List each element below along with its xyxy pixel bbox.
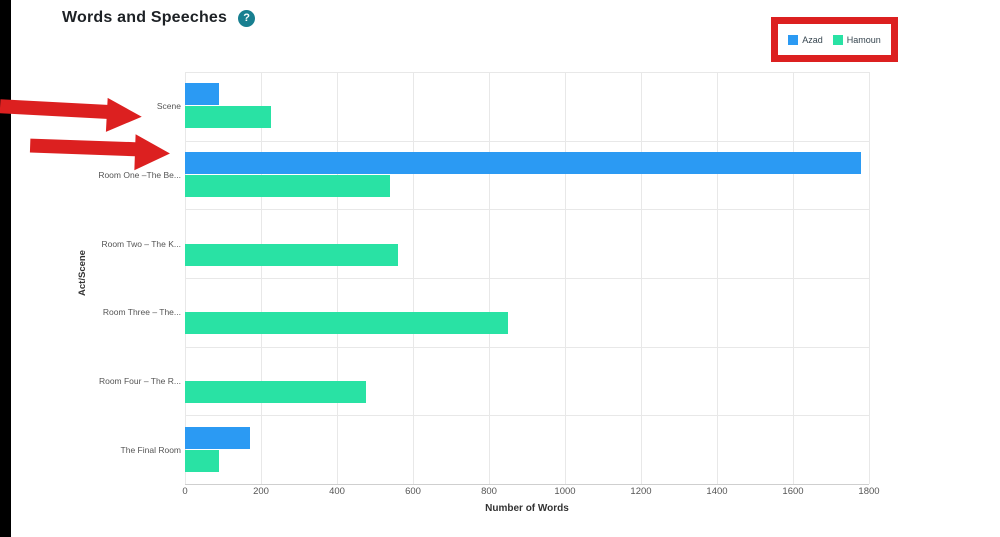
- bar-hamoun-4[interactable]: [185, 312, 508, 335]
- gridline-vertical: [869, 72, 870, 484]
- legend-item-azad[interactable]: Azad: [788, 34, 823, 45]
- x-tick-label: 1000: [554, 486, 576, 497]
- x-tick-label: 1200: [630, 486, 652, 497]
- x-tick-label: 800: [481, 486, 497, 497]
- annotation-box-legend: Azad Hamoun: [771, 17, 898, 62]
- bar-hamoun-2[interactable]: [185, 175, 391, 197]
- y-category-label: Room One –The Be...: [98, 170, 181, 180]
- y-category-label: Scene: [156, 101, 181, 112]
- gridline-horizontal: [185, 209, 869, 211]
- legend-swatch-azad: [788, 34, 799, 45]
- bar-azad-2[interactable]: [185, 152, 862, 174]
- gridline-horizontal: [185, 415, 869, 417]
- bar-hamoun-6[interactable]: [185, 449, 220, 472]
- annotation-arrow-room-one: [29, 134, 170, 171]
- y-category-label: Room Three – The...: [102, 307, 181, 318]
- x-tick-label: 600: [405, 486, 421, 497]
- gridline-horizontal: [185, 72, 869, 73]
- left-edge-strip: [0, 0, 11, 537]
- legend-swatch-hamoun: [832, 34, 843, 45]
- bar-hamoun-5[interactable]: [185, 381, 366, 403]
- gridline-horizontal: [185, 140, 869, 142]
- x-axis-line: [185, 484, 869, 485]
- legend-label: Azad: [802, 34, 823, 45]
- x-tick-label: 400: [329, 486, 345, 497]
- chart-header: Words and Speeches ?: [62, 9, 256, 27]
- x-tick-label: 1800: [858, 486, 880, 497]
- bar-hamoun-1[interactable]: [185, 106, 271, 129]
- legend-item-hamoun[interactable]: Hamoun: [832, 34, 881, 45]
- x-tick-label: 1600: [782, 486, 804, 497]
- x-tick-label: 1400: [706, 486, 728, 497]
- help-icon[interactable]: ?: [238, 9, 256, 27]
- bar-azad-1[interactable]: [185, 83, 220, 106]
- x-axis-title: Number of Words: [485, 503, 569, 514]
- gridline-horizontal: [185, 278, 869, 279]
- words-speeches-plot-area: 0 200 400 600 800 1000 1200 1400 1600 1800 Scene Ro…: [77, 72, 880, 514]
- page-title: Words and Speeches: [62, 9, 228, 26]
- x-tick-label: 200: [253, 486, 269, 497]
- y-category-label: The Final Room: [120, 444, 181, 455]
- y-category-label: Room Two – The K...: [101, 238, 181, 249]
- annotation-arrow-scene: [0, 97, 142, 132]
- x-tick-label: 0: [182, 486, 188, 497]
- y-axis-title: Act/Scene: [77, 250, 88, 296]
- bar-hamoun-3[interactable]: [185, 243, 398, 266]
- y-category-label: Room Four – The R...: [98, 376, 181, 386]
- bar-azad-6[interactable]: [185, 426, 250, 449]
- chart-legend: Azad Hamoun: [788, 34, 881, 45]
- legend-label: Hamoun: [846, 34, 881, 45]
- gridline-horizontal: [185, 346, 869, 348]
